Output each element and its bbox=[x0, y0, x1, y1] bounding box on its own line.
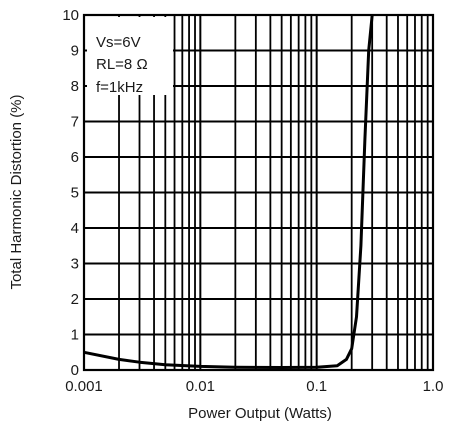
y-tick-label: 2 bbox=[71, 291, 79, 308]
y-tick-label: 5 bbox=[71, 185, 79, 202]
y-tick-label: 1 bbox=[71, 327, 79, 344]
y-tick-label: 8 bbox=[71, 78, 79, 95]
x-tick-label: 0.01 bbox=[186, 378, 215, 395]
y-tick-label: 9 bbox=[71, 43, 79, 60]
annotation-f: f=1kHz bbox=[96, 79, 143, 96]
y-tick-label: 6 bbox=[71, 149, 79, 166]
y-axis-title: Total Harmonic Distortion (%) bbox=[8, 94, 25, 289]
x-tick-label: 0.001 bbox=[65, 378, 103, 395]
thd-curve bbox=[83, 14, 374, 369]
y-tick-label: 0 bbox=[71, 362, 79, 379]
x-tick-labels: 0.001 0.01 0.1 1.0 bbox=[65, 378, 443, 395]
series-group bbox=[83, 14, 374, 369]
y-tick-label: 7 bbox=[71, 114, 79, 131]
plot-frame bbox=[82, 13, 435, 372]
y-tick-label: 10 bbox=[62, 7, 79, 24]
y-tick-label: 3 bbox=[71, 256, 79, 273]
y-tick-labels: 0 1 2 3 4 5 6 7 8 9 10 bbox=[62, 7, 79, 379]
x-tick-label: 0.1 bbox=[306, 378, 327, 395]
annotation-vs: Vs=6V bbox=[96, 34, 141, 51]
annotation-rl: RL=8 Ω bbox=[96, 56, 148, 73]
x-tick-label: 1.0 bbox=[423, 378, 444, 395]
annotation-box bbox=[87, 17, 173, 95]
x-axis-title: Power Output (Watts) bbox=[188, 405, 332, 422]
y-tick-label: 4 bbox=[71, 220, 79, 237]
